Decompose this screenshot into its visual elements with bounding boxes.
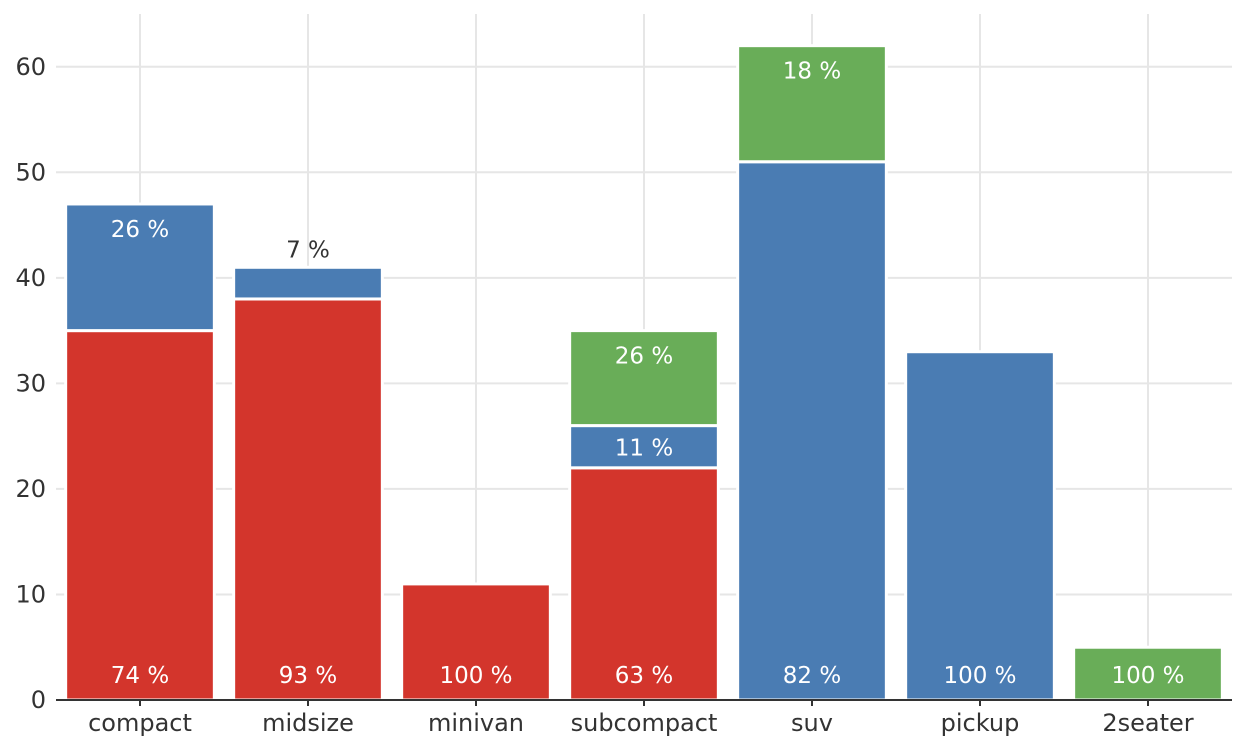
bar-segment-subcompact-3 — [568, 329, 720, 428]
x-tick-label-minivan: minivan — [428, 709, 524, 737]
y-tick-label: 30 — [15, 369, 46, 397]
bar-label-midsize-2: 7 % — [286, 237, 330, 263]
bar-segment-suv-2 — [736, 160, 888, 702]
bar-segment-compact-1 — [64, 329, 216, 702]
x-tick-label-compact: compact — [88, 709, 192, 737]
x-tick-label-subcompact: subcompact — [571, 709, 718, 737]
y-tick-label: 60 — [15, 53, 46, 81]
bar-label-subcompact-2: 11 % — [615, 436, 673, 462]
data-labels: 74 % 26 % 93 % 7 % 100 % 63 % 11 % 26 % 82 % 18 %… — [111, 59, 1185, 689]
bars — [64, 44, 1224, 702]
bar-label-2seater-3: 100 % — [1111, 663, 1184, 689]
bar-label-minivan-1: 100 % — [439, 663, 512, 689]
bar-label-suv-3: 18 % — [783, 59, 841, 85]
y-tick-label: 10 — [15, 580, 46, 608]
y-tick-label: 50 — [15, 158, 46, 186]
x-tick-label-pickup: pickup — [941, 709, 1020, 737]
y-tick-label: 20 — [15, 475, 46, 503]
x-tick-label-2seater: 2seater — [1102, 709, 1193, 737]
x-tick-label-suv: suv — [791, 709, 833, 737]
bar-label-compact-2: 26 % — [111, 217, 169, 243]
bar-segment-pickup-2 — [904, 350, 1056, 702]
bar-label-pickup-2: 100 % — [943, 663, 1016, 689]
x-tick-label-midsize: midsize — [262, 709, 354, 737]
bar-segment-subcompact-2 — [568, 424, 720, 470]
bar-label-subcompact-1: 63 % — [615, 663, 673, 689]
bar-segment-midsize-2 — [232, 265, 384, 301]
bar-segment-minivan-1 — [400, 582, 552, 702]
bar-label-suv-2: 82 % — [783, 663, 841, 689]
bar-segment-midsize-1 — [232, 297, 384, 702]
bar-label-midsize-1: 93 % — [279, 663, 337, 689]
axes: 0 10 20 30 40 50 60 compact midsize minivan subcom… — [15, 53, 1232, 737]
bar-segment-suv-3 — [736, 44, 888, 164]
bar-segment-compact-2 — [64, 202, 216, 333]
y-tick-label: 0 — [31, 686, 46, 714]
bar-label-compact-1: 74 % — [111, 663, 169, 689]
y-tick-label: 40 — [15, 264, 46, 292]
bar-label-subcompact-3: 26 % — [615, 344, 673, 370]
